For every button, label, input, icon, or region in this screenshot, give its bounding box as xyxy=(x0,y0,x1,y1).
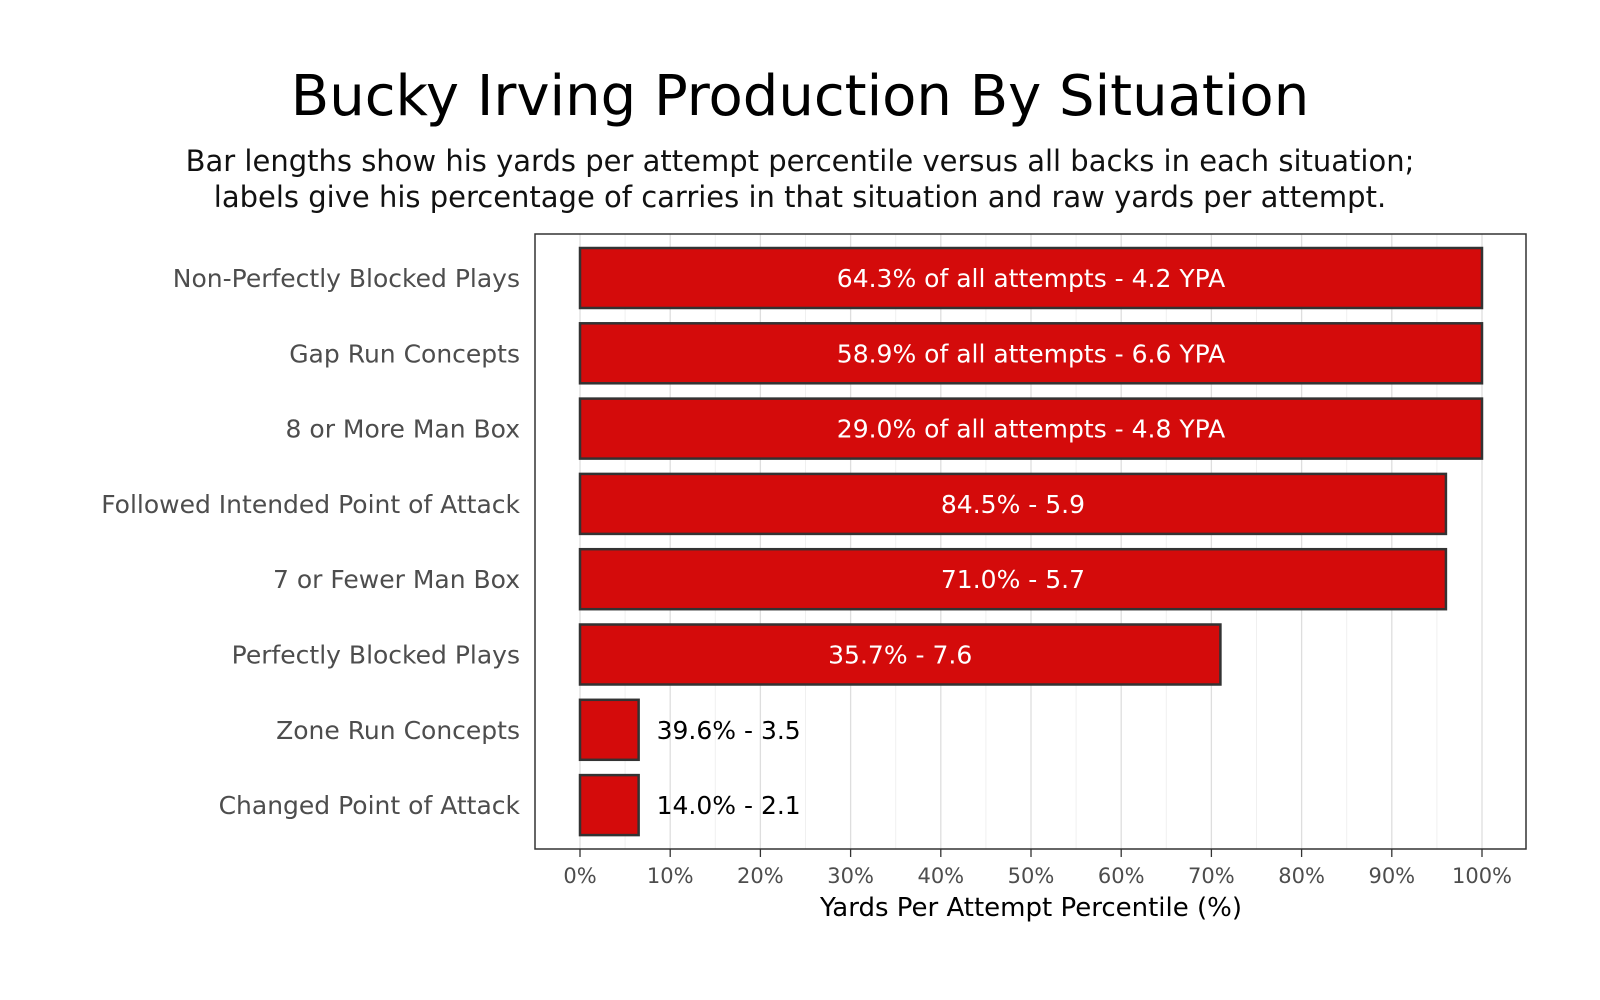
x-tick-label: 40% xyxy=(917,864,964,888)
bar xyxy=(578,322,1484,385)
bars: 64.3% of all attempts - 4.2 YPA 58.9% of … xyxy=(578,246,1484,837)
bar-value-label: 39.6% - 3.5 xyxy=(657,716,801,745)
bar-value-label: 35.7% - 7.6 xyxy=(828,641,972,670)
category-label: Non-Perfectly Blocked Plays xyxy=(173,264,520,293)
x-tick-label: 60% xyxy=(1098,864,1145,888)
category-label: Zone Run Concepts xyxy=(276,716,520,745)
category-labels: Non-Perfectly Blocked Plays Gap Run Conce… xyxy=(101,264,520,820)
bar xyxy=(578,698,640,762)
bar xyxy=(578,773,640,837)
category-label: Gap Run Concepts xyxy=(289,339,520,368)
chart-subtitle-line-2: labels give his percentage of carries in… xyxy=(213,180,1387,214)
x-tick-label: 90% xyxy=(1368,864,1415,888)
category-label: Changed Point of Attack xyxy=(219,791,521,820)
bar xyxy=(578,397,1484,460)
chart-subtitle-line-1: Bar lengths show his yards per attempt p… xyxy=(185,144,1415,178)
x-tick-label: 20% xyxy=(737,864,784,888)
x-tick-label: 0% xyxy=(563,864,596,888)
x-tick-label: 30% xyxy=(827,864,874,888)
bar xyxy=(578,547,1448,611)
x-axis-title: Yards Per Attempt Percentile (%) xyxy=(819,893,1242,923)
x-axis-ticks: 0% 10% 20% 30% 40% 50% 60% 70% 80% 90% 100% xyxy=(563,849,1512,888)
category-label: Perfectly Blocked Plays xyxy=(232,641,520,670)
bar-value-label: 14.0% - 2.1 xyxy=(657,791,801,820)
x-tick-label: 70% xyxy=(1188,864,1235,888)
bar xyxy=(578,472,1448,536)
bar-value-label: 71.0% - 5.7 xyxy=(941,565,1085,594)
bar xyxy=(578,623,1222,686)
chart-title: Bucky Irving Production By Situation xyxy=(290,64,1310,129)
category-label: 8 or More Man Box xyxy=(286,415,520,444)
bar-value-label: 84.5% - 5.9 xyxy=(941,490,1085,519)
category-label: Followed Intended Point of Attack xyxy=(101,490,520,519)
x-tick-label: 80% xyxy=(1278,864,1325,888)
bar-value-label: 58.9% of all attempts - 6.6 YPA xyxy=(837,339,1225,368)
x-tick-label: 50% xyxy=(1008,864,1055,888)
x-tick-label: 10% xyxy=(647,864,694,888)
bar-value-label: 64.3% of all attempts - 4.2 YPA xyxy=(837,264,1225,293)
x-tick-label: 100% xyxy=(1452,864,1512,888)
category-label: 7 or Fewer Man Box xyxy=(273,565,520,594)
bar-value-label: 29.0% of all attempts - 4.8 YPA xyxy=(837,415,1225,444)
bar xyxy=(578,246,1484,310)
